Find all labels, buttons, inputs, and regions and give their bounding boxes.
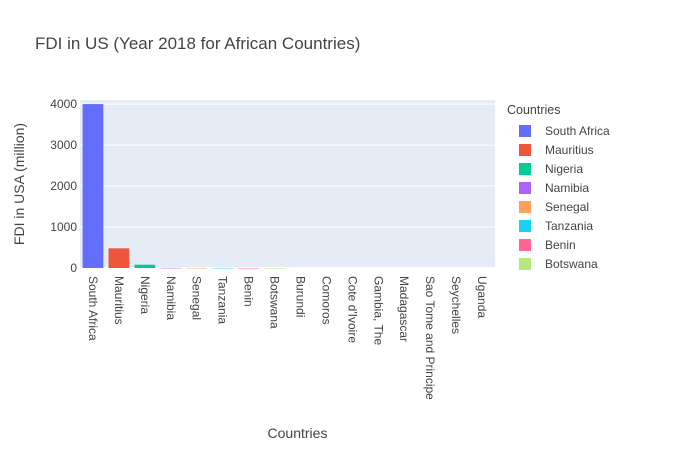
legend-swatch: [519, 162, 531, 175]
legend-item[interactable]: Senegal: [507, 197, 610, 216]
legend-swatch: [519, 238, 531, 251]
x-tick-label: Tanzania: [216, 276, 230, 324]
x-tick-label: Benin: [242, 276, 256, 307]
legend-swatch: [519, 219, 531, 232]
legend-swatch: [519, 257, 531, 270]
x-tick-label: Madagascar: [397, 276, 411, 342]
y-tick-label: 1000: [50, 220, 77, 234]
x-tick-label: Burundi: [293, 276, 307, 317]
bar-senegal: [186, 267, 208, 269]
x-tick-label: Comoros: [319, 276, 333, 325]
x-tick-label: South Africa: [86, 276, 100, 341]
legend-item[interactable]: Mauritius: [507, 140, 610, 159]
y-tick-label: 0: [70, 261, 77, 275]
legend-swatch: [519, 200, 531, 213]
bar-benin: [238, 267, 259, 269]
bar-south-africa: [82, 104, 104, 268]
legend-swatch: [519, 143, 531, 156]
legend-label: Nigeria: [545, 161, 584, 176]
legend-item[interactable]: Tanzania: [507, 216, 610, 235]
legend-item[interactable]: Benin: [507, 235, 610, 254]
y-axis-ticks: 0 1000 2000 3000 4000: [50, 97, 77, 275]
legend-item[interactable]: Namibia: [507, 178, 610, 197]
bar-namibia: [160, 267, 182, 269]
x-axis-ticks: South Africa Mauritius Nigeria Namibia Seneg…: [86, 276, 489, 400]
legend-label: Senegal: [545, 199, 590, 214]
bar-tanzania: [212, 267, 234, 269]
bar-botswana: [264, 267, 285, 269]
legend-swatch: [519, 181, 531, 194]
legend-label: South Africa: [545, 123, 610, 138]
x-tick-label: Gambia, The: [371, 276, 385, 345]
legend-label: Mauritius: [545, 142, 594, 157]
x-tick-label: Sao Tome and Principe: [423, 276, 437, 400]
legend-label: Benin: [545, 237, 576, 252]
bar-mauritius: [108, 248, 130, 268]
y-tick-label: 4000: [50, 97, 77, 111]
x-tick-label: Namibia: [164, 276, 178, 320]
legend-item[interactable]: Botswana: [507, 254, 610, 273]
y-axis-label: FDI in USA (million): [11, 123, 27, 245]
legend-item[interactable]: South Africa: [507, 121, 610, 140]
legend-swatch: [519, 124, 531, 137]
bar-nigeria: [134, 264, 156, 268]
y-tick-label: 3000: [50, 138, 77, 152]
legend-label: Namibia: [545, 180, 590, 195]
legend-label: Tanzania: [545, 218, 594, 233]
plot-area: [80, 100, 495, 268]
x-tick-label: Seychelles: [449, 276, 463, 334]
x-tick-label: Nigeria: [138, 276, 152, 314]
legend: Countries South Africa Mauritius Nigeria Na…: [507, 103, 610, 273]
chart-title: FDI in US (Year 2018 for African Countri…: [35, 34, 361, 53]
legend-label: Botswana: [545, 256, 598, 271]
x-axis-label: Countries: [268, 425, 328, 441]
x-tick-label: Cote d'Ivoire: [345, 276, 359, 343]
x-tick-label: Mauritius: [112, 276, 126, 325]
x-tick-label: Senegal: [190, 276, 204, 320]
x-tick-label: Botswana: [268, 276, 282, 329]
y-tick-label: 2000: [50, 179, 77, 193]
legend-items: South Africa Mauritius Nigeria Namibia Seneg…: [507, 121, 610, 273]
legend-item[interactable]: Nigeria: [507, 159, 610, 178]
legend-title: Countries: [507, 103, 561, 117]
bars-group: [82, 104, 285, 269]
x-tick-label: Uganda: [475, 276, 489, 318]
